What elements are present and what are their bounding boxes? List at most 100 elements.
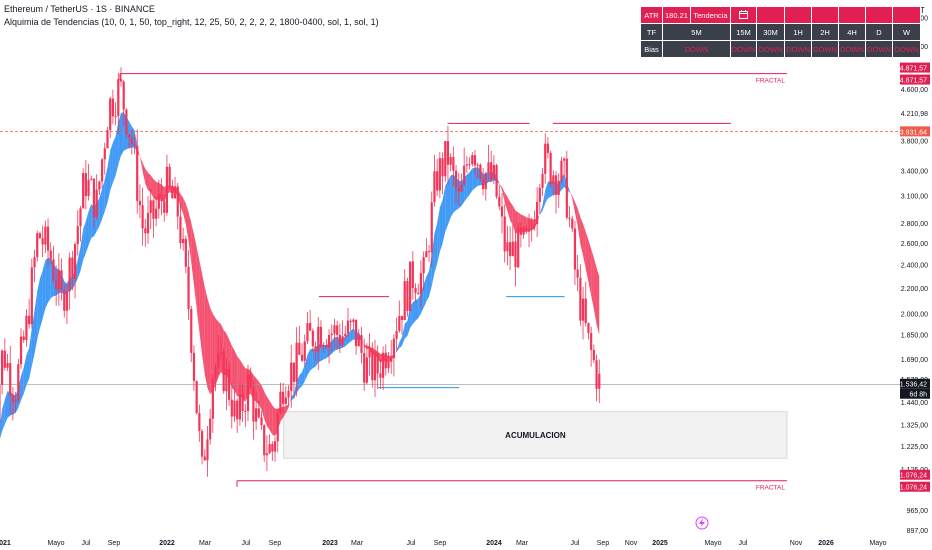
x-tick-label: Sep <box>269 540 282 547</box>
trend-band-segment <box>312 348 316 369</box>
trend-band-segment <box>264 391 267 427</box>
trend-band-segment <box>299 371 303 389</box>
trend-band-segment <box>207 298 211 395</box>
trend-band-segment <box>242 364 246 402</box>
candle-body <box>481 178 485 190</box>
candle-body <box>514 241 517 268</box>
candle-body <box>165 166 169 213</box>
candle-body <box>265 453 269 456</box>
x-tick-label: Nov <box>625 540 638 547</box>
price-axis[interactable] <box>900 0 932 550</box>
y-tick-label: 965,00 <box>907 508 929 515</box>
price-badge <box>900 74 930 85</box>
trend-band-segment <box>293 381 297 399</box>
trend-band-segment <box>518 212 521 233</box>
y-tick-label: 1.325,00 <box>901 423 928 430</box>
time-axis[interactable] <box>0 535 900 550</box>
candle-body <box>500 206 504 217</box>
candle-body <box>346 320 350 334</box>
lightning-icon[interactable] <box>695 516 709 530</box>
candle-body <box>349 320 352 322</box>
price-badge <box>900 378 930 389</box>
trend-band-segment <box>580 217 584 256</box>
trend-band-segment <box>307 349 311 376</box>
price-badge <box>900 469 930 480</box>
x-tick-label: 2024 <box>486 540 502 547</box>
candle-body <box>425 251 428 258</box>
candle-body <box>544 143 547 174</box>
candle-body <box>190 308 193 353</box>
trend-band-segment <box>345 333 348 347</box>
trend-band-segment <box>291 393 294 401</box>
calendar-icon <box>730 6 757 24</box>
trend-band-segment <box>512 205 516 234</box>
candle-body <box>82 173 85 209</box>
candle-body <box>498 196 501 207</box>
trend-band-segment <box>364 344 367 349</box>
candle-body <box>230 399 233 417</box>
candle-body <box>76 226 79 245</box>
trend-band-segment <box>199 260 203 355</box>
trend-band-segment <box>29 327 32 379</box>
candle-body <box>487 162 490 174</box>
trend-band-segment <box>423 276 427 308</box>
trend-band-segment <box>261 385 265 419</box>
trend-band-segment <box>256 378 259 405</box>
indicator-label[interactable]: Alquimia de Tendencias (10, 0, 1, 50, to… <box>4 17 379 27</box>
candle-body <box>398 315 401 331</box>
y-tick-label: 2.800,00 <box>901 221 928 228</box>
trend-band-segment <box>145 168 149 191</box>
trend-band-segment <box>110 142 113 191</box>
y-tick-label: 897,00 <box>907 528 929 535</box>
trend-band-segment <box>196 247 200 332</box>
candle-body <box>517 227 520 268</box>
candle-body <box>400 315 404 321</box>
trend-band-segment <box>118 112 121 165</box>
candle-body <box>433 171 436 203</box>
candle-body <box>309 323 312 331</box>
candle-body <box>146 212 150 234</box>
accumulation-zone[interactable] <box>283 411 788 459</box>
candle-body <box>57 270 60 290</box>
trend-band-segment <box>204 286 208 388</box>
candle-body <box>200 431 204 457</box>
tf-cell: W <box>892 23 921 41</box>
candle-body <box>303 341 306 361</box>
price-badge <box>900 126 930 137</box>
candle-body <box>25 315 28 341</box>
candle-body <box>157 194 160 209</box>
x-tick-label: 2026 <box>818 540 834 547</box>
candle-body <box>276 412 279 442</box>
bias-cell: DOWN <box>865 40 893 58</box>
y-tick-label: 1.850,00 <box>901 333 928 340</box>
bias-cell: DOWN <box>784 40 812 58</box>
trend-band-segment <box>26 347 30 386</box>
candle-body <box>17 364 20 400</box>
candle-body <box>592 349 595 361</box>
candle-body <box>279 391 282 413</box>
trend-band-segment <box>180 193 184 214</box>
trend-band-segment <box>288 397 292 408</box>
candle-body <box>87 179 90 197</box>
trend-band-segment <box>218 321 221 378</box>
candle-body <box>225 368 228 392</box>
trend-band-segment <box>4 391 8 425</box>
candle-body <box>244 411 247 413</box>
candle-body <box>219 352 223 354</box>
candle-body <box>395 330 398 339</box>
trend-band-segment <box>350 328 354 342</box>
trend-band-segment <box>80 228 84 271</box>
trend-band-segment <box>226 333 230 380</box>
trend-band-segment <box>139 156 143 172</box>
candle-body <box>327 334 331 348</box>
trend-band-segment <box>415 298 419 321</box>
y-tick-label: 2.000,00 <box>901 312 928 319</box>
trend-band-segment <box>296 375 300 393</box>
trend-band-segment <box>347 330 351 344</box>
candle-body <box>19 336 23 365</box>
candle-body <box>287 390 290 398</box>
trend-band-segment <box>21 367 24 401</box>
candle-body <box>473 155 477 166</box>
